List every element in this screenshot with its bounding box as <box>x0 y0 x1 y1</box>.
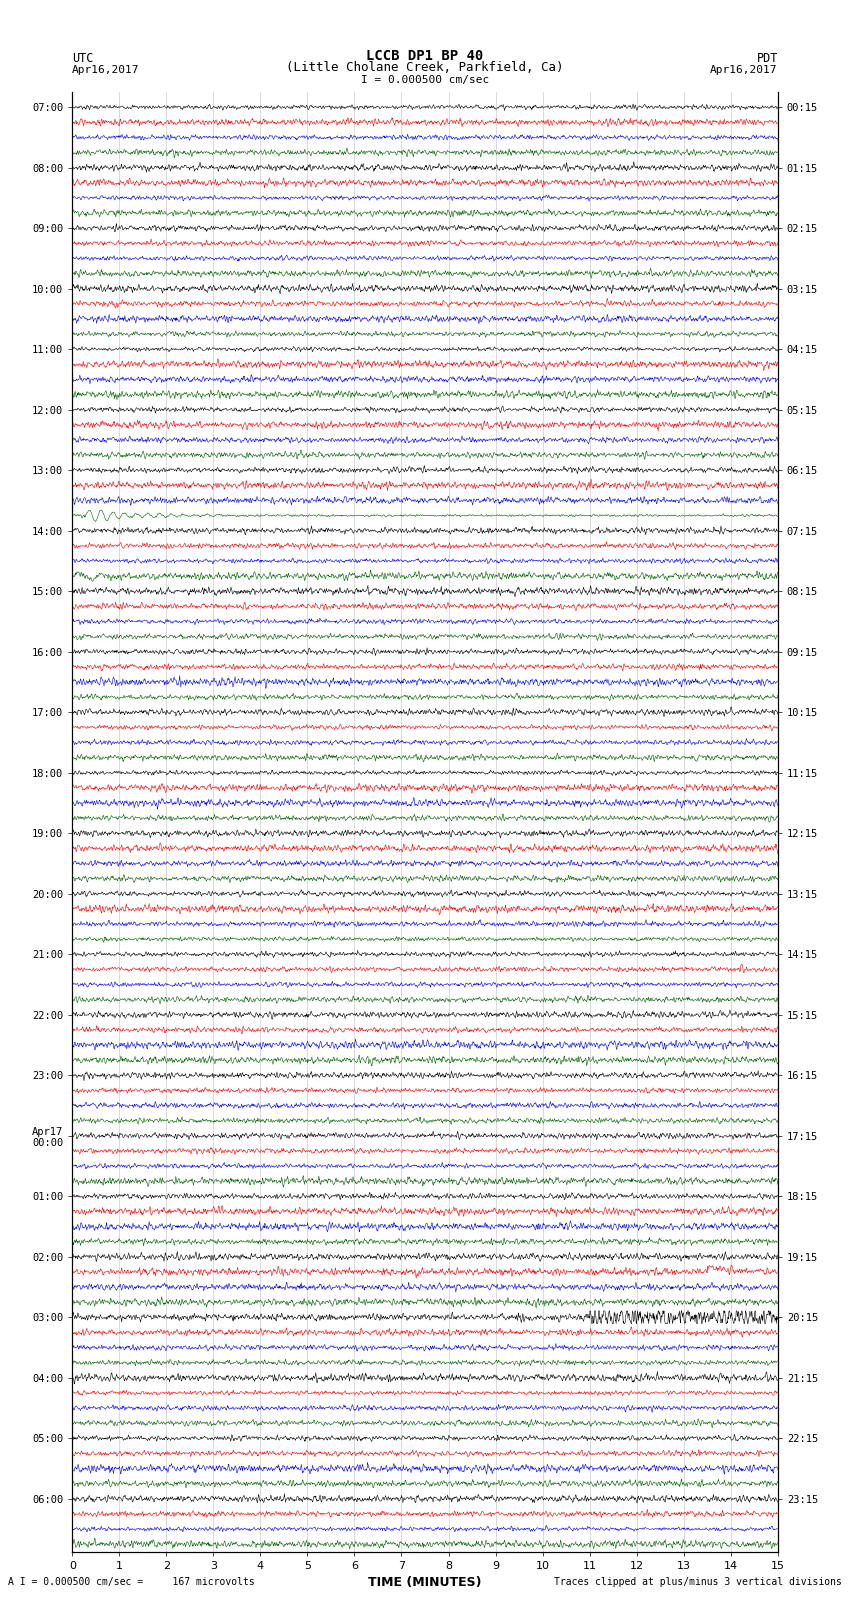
Text: I = 0.000500 cm/sec: I = 0.000500 cm/sec <box>361 76 489 85</box>
Text: UTC: UTC <box>72 52 94 65</box>
X-axis label: TIME (MINUTES): TIME (MINUTES) <box>368 1576 482 1589</box>
Text: PDT: PDT <box>756 52 778 65</box>
Text: Apr16,2017: Apr16,2017 <box>72 65 139 74</box>
Text: LCCB DP1 BP 40: LCCB DP1 BP 40 <box>366 50 484 63</box>
Text: A I = 0.000500 cm/sec =     167 microvolts: A I = 0.000500 cm/sec = 167 microvolts <box>8 1578 255 1587</box>
Text: (Little Cholane Creek, Parkfield, Ca): (Little Cholane Creek, Parkfield, Ca) <box>286 61 564 74</box>
Text: Traces clipped at plus/minus 3 vertical divisions: Traces clipped at plus/minus 3 vertical … <box>553 1578 842 1587</box>
Text: Apr16,2017: Apr16,2017 <box>711 65 778 74</box>
